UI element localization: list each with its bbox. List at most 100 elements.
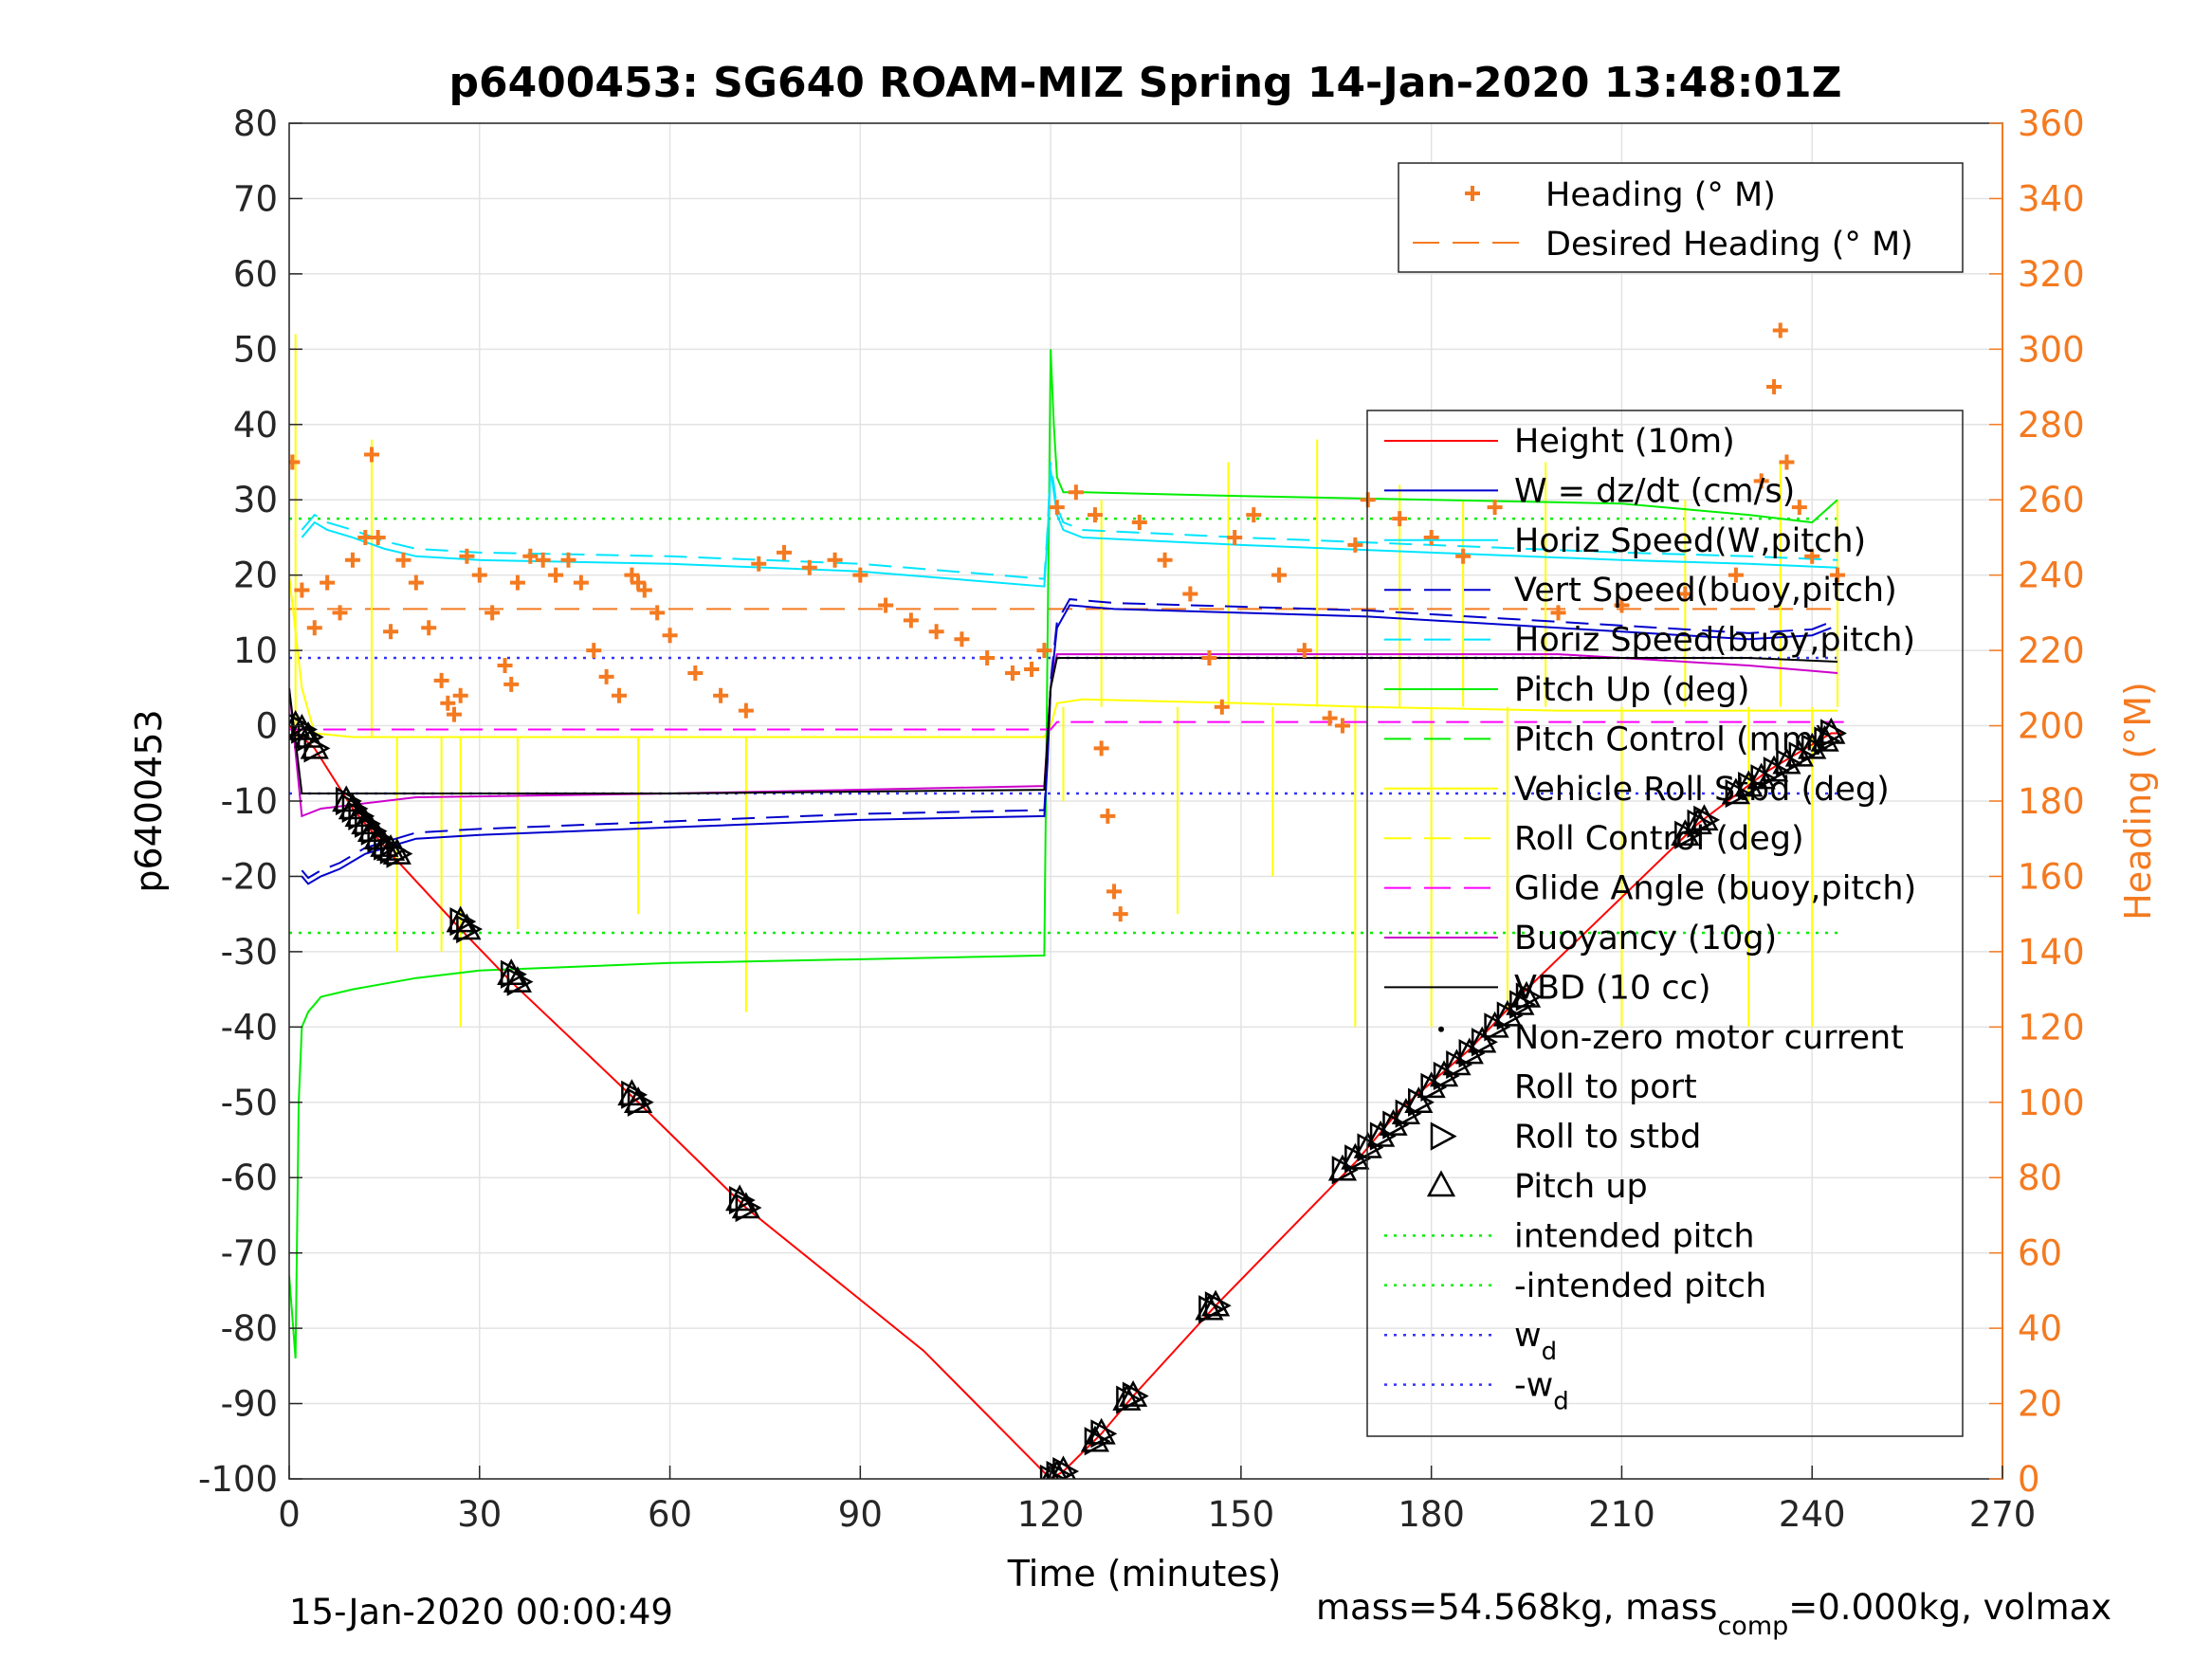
y-tick-label-right: 280 (2018, 405, 2085, 446)
legend-heading-box (1398, 162, 1964, 273)
pitch-up-marker (1817, 717, 1846, 744)
heading-point (1829, 567, 1845, 583)
heading-point (383, 624, 399, 640)
legend-label-sub: d (1553, 1388, 1569, 1416)
y-tick-label-right: 320 (2018, 254, 2085, 295)
y-tick-label-right: 120 (2018, 1007, 2085, 1048)
pitch-up-marker (623, 1086, 653, 1114)
roll-stbd-marker (303, 734, 331, 763)
x-tick-label: 90 (838, 1494, 883, 1535)
heading-point (1728, 567, 1744, 583)
roll-stbd-marker (1090, 1419, 1118, 1449)
pitch-up-marker (617, 1079, 647, 1106)
heading-point (497, 658, 513, 673)
heading-point (713, 687, 729, 703)
heading-point (1271, 567, 1288, 583)
heading-point (1227, 529, 1243, 545)
pitch-up-marker (1772, 747, 1801, 775)
pitch-up-marker (1468, 1026, 1497, 1053)
pitch-up-marker (1080, 1425, 1110, 1452)
roll-stbd-marker (1515, 982, 1543, 1012)
heading-point (1036, 643, 1052, 659)
y-tick-label-right: 180 (2018, 781, 2085, 822)
y-tick-label-left: 80 (233, 103, 278, 144)
pitch-up-marker (731, 1192, 760, 1219)
heading-point (1004, 665, 1020, 681)
series-layer (289, 322, 1847, 1479)
heading-point (1201, 650, 1217, 666)
roll-stbd-marker (1725, 778, 1752, 809)
heading-point (522, 548, 539, 564)
y-tick-label-left: -70 (221, 1233, 278, 1274)
heading-point (1100, 808, 1116, 824)
mass-annotation-tail: =0.000kg, volmax (1788, 1587, 2111, 1628)
heading-point (1087, 507, 1103, 523)
heading-point (751, 556, 767, 572)
pitch-up-marker (1798, 732, 1827, 759)
pitch-up-marker (338, 793, 368, 820)
legend-heading-label: Heading (° M) (1545, 176, 1776, 214)
heading-point (1334, 718, 1350, 734)
pitch-up-marker (356, 815, 387, 843)
legend-main-box (1366, 410, 1964, 1437)
y-tick-label-right: 40 (2018, 1308, 2062, 1349)
y-tick-label-right: 20 (2018, 1384, 2062, 1425)
y-tick-label-left: 0 (255, 706, 278, 747)
heading-point (1766, 379, 1782, 395)
heading-point (535, 552, 551, 568)
heading-point (503, 676, 520, 692)
heading-point (560, 552, 576, 568)
roll-stbd-marker (360, 816, 388, 846)
y-tick-label-left: 70 (233, 178, 278, 219)
legend-swatch (1438, 1026, 1444, 1032)
y-tick-label-right: 360 (2018, 103, 2085, 144)
legend-label: VBD (10 cc) (1514, 969, 1711, 1007)
x-tick-label: 180 (1398, 1494, 1465, 1535)
pitch-up-marker (1784, 739, 1814, 767)
heading-point (332, 605, 348, 621)
y-tick-label-left: -60 (221, 1158, 278, 1198)
heading-point (1106, 884, 1123, 900)
y-tick-label-left: 40 (233, 405, 278, 446)
pitch-up-marker (1042, 1463, 1060, 1479)
roll-stbd-marker (728, 1185, 756, 1215)
legend-label: Horiz Speed(buoy,pitch) (1514, 622, 1915, 660)
y-tick-label-left: -30 (221, 932, 278, 973)
pitch-up-marker (1759, 755, 1789, 782)
heading-point (344, 552, 360, 568)
y-axis-label-left: p6400453 (128, 709, 170, 892)
heading-point (1214, 699, 1230, 715)
roll-stbd-marker (456, 914, 484, 944)
roll-stbd-marker (621, 1080, 649, 1109)
roll-stbd-marker (1509, 990, 1536, 1019)
y-tick-label-left: 50 (233, 329, 278, 370)
y-tick-label-left: 30 (233, 480, 278, 520)
pitch-up-marker (1721, 777, 1751, 805)
roll-stbd-marker (348, 801, 375, 830)
pitch-up-marker (344, 800, 374, 828)
pitch-up-marker (725, 1184, 755, 1212)
y-tick-label-left: 20 (233, 556, 278, 596)
x-tick-label: 60 (648, 1494, 692, 1535)
heading-point (979, 650, 996, 666)
roll-stbd-marker (1204, 1291, 1232, 1321)
heading-point (738, 702, 754, 719)
heading-point (1049, 500, 1065, 516)
y-tick-label-right: 80 (2018, 1158, 2062, 1198)
heading-point (1779, 454, 1795, 470)
legend-label: Pitch up (1514, 1168, 1648, 1206)
pitch-up-marker (363, 823, 393, 849)
pitch-up-marker (1746, 762, 1776, 790)
heading-point (586, 643, 602, 659)
roll-stbd-marker (1122, 1381, 1149, 1411)
pitch-up-marker (1087, 1417, 1116, 1445)
heading-point (598, 668, 614, 684)
roll-stbd-marker (335, 786, 362, 816)
roll-stbd-marker (1788, 741, 1816, 771)
height-series (289, 724, 1844, 1479)
y-tick-label-left: -10 (221, 781, 278, 822)
heading-point (421, 620, 437, 636)
y-tick-label-left: -90 (221, 1384, 278, 1425)
heading-point (471, 567, 487, 583)
y-tick-label-left: -100 (198, 1459, 278, 1500)
